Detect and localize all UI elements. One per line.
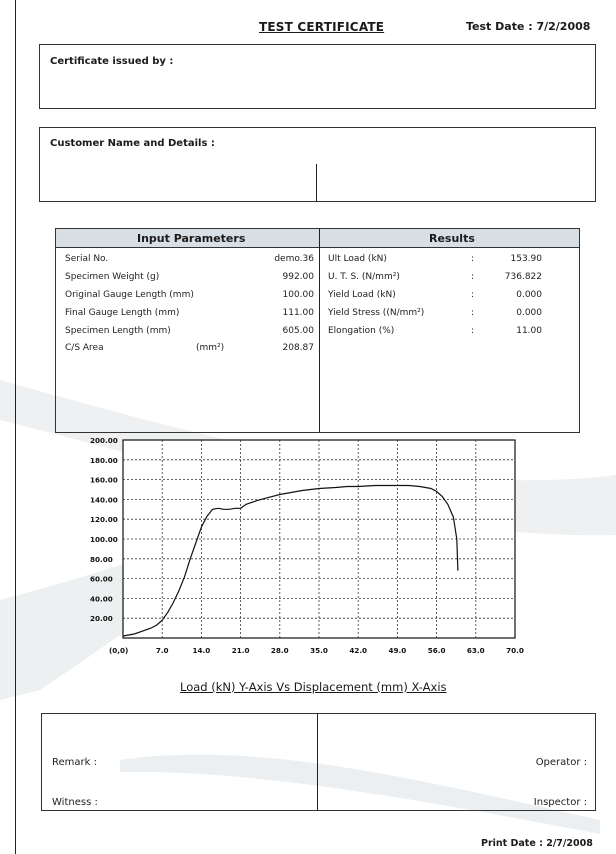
witness-label: Witness :	[52, 797, 98, 808]
result-label: Yield Load (kN)	[328, 290, 396, 300]
customer-box: Customer Name and Details :	[39, 127, 596, 202]
result-separator: :	[471, 326, 475, 336]
input-param-value: 992.00	[282, 272, 315, 282]
page-left-border	[15, 0, 16, 854]
chart-x-axis-caption: Load (kN) Y-Axis Vs Displacement (mm) X-…	[180, 680, 447, 694]
input-param-label: Specimen Weight (g)	[65, 272, 160, 282]
y-tick-label: 60.00	[90, 575, 113, 584]
x-tick-label: 14.0	[193, 646, 211, 655]
result-label: Ult Load (kN)	[328, 254, 387, 264]
test-date: Test Date : 7/2/2008	[466, 20, 591, 33]
input-param-value: 605.00	[282, 326, 315, 336]
x-tick-label: 42.0	[349, 646, 367, 655]
x-tick-label: 21.0	[232, 646, 250, 655]
x-tick-label: 49.0	[389, 646, 407, 655]
x-tick-label: 7.0	[156, 646, 169, 655]
table-header-band	[56, 229, 579, 248]
result-separator: :	[471, 308, 475, 318]
result-separator: :	[471, 254, 475, 264]
y-tick-label: 20.00	[90, 614, 113, 623]
y-tick-label: 100.00	[90, 535, 118, 544]
input-param-label: Serial No.	[65, 254, 109, 264]
results-heading: Results	[429, 232, 475, 245]
parameters-results-table: Input Parameters Results Serial No. demo.…	[55, 228, 580, 433]
result-separator: :	[471, 290, 475, 300]
y-tick-label: 160.00	[90, 476, 118, 485]
x-tick-label: 63.0	[467, 646, 485, 655]
y-tick-label: 40.00	[90, 594, 113, 603]
cs-area-label: C/S Area	[65, 343, 104, 353]
y-tick-label: 180.00	[90, 456, 118, 465]
load-displacement-chart: 20.00 40.00 60.00 80.00 100.00 120.00 140.00 16…	[90, 436, 524, 655]
result-value: 153.90	[510, 254, 543, 264]
x-tick-label: 56.0	[428, 646, 446, 655]
y-tick-label: 120.00	[90, 515, 118, 524]
result-value: 736.822	[504, 272, 542, 282]
x-tick-label: 28.0	[271, 646, 289, 655]
input-parameters-heading: Input Parameters	[137, 232, 246, 245]
result-separator: :	[471, 272, 475, 282]
x-tick-label: 70.0	[506, 646, 524, 655]
remark-label: Remark :	[52, 757, 97, 768]
signoff-box: Remark : Witness : Operator : Inspector …	[41, 713, 596, 811]
result-value: 11.00	[516, 326, 542, 336]
table-center-divider	[319, 229, 320, 432]
result-value: 0.000	[516, 308, 542, 318]
input-param-label: Original Gauge Length (mm)	[65, 290, 194, 300]
customer-label: Customer Name and Details :	[50, 138, 215, 149]
cs-area-value: 208.87	[282, 343, 315, 353]
x-tick-label: 35.0	[310, 646, 328, 655]
result-value: 0.000	[516, 290, 542, 300]
y-tick-label: 200.00	[90, 436, 118, 445]
load-displacement-curve	[122, 484, 459, 637]
input-param-label: Final Gauge Length (mm)	[65, 308, 180, 318]
origin-label: (0,0)	[109, 646, 128, 655]
y-tick-label: 80.00	[90, 555, 113, 564]
cs-area-unit: (mm²)	[196, 343, 225, 353]
input-param-label: Specimen Length (mm)	[65, 326, 171, 336]
inspector-label: Inspector :	[533, 797, 587, 808]
issued-by-label: Certificate issued by :	[50, 56, 174, 67]
operator-label: Operator :	[535, 757, 587, 768]
customer-divider	[316, 164, 317, 201]
signoff-divider	[317, 714, 318, 810]
input-param-value: demo.36	[274, 254, 314, 264]
y-tick-label: 140.00	[90, 495, 118, 504]
issued-by-box: Certificate issued by :	[39, 44, 596, 109]
input-param-value: 111.00	[282, 308, 315, 318]
result-label: U. T. S. (N/mm²)	[328, 272, 400, 282]
input-param-value: 100.00	[282, 290, 315, 300]
page-title: TEST CERTIFICATE	[259, 20, 385, 34]
result-label: Elongation (%)	[328, 326, 395, 336]
result-label: Yield Stress ((N/mm²)	[328, 308, 425, 318]
print-date: Print Date : 2/7/2008	[481, 838, 593, 849]
